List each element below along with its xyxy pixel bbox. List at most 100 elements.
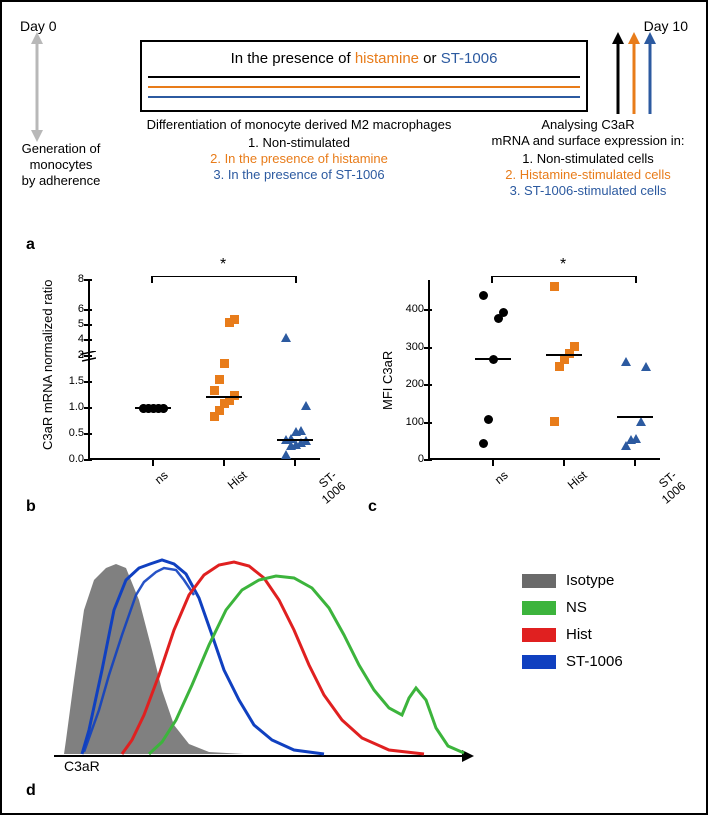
median-line [206, 396, 242, 398]
gen-2: monocytes [6, 156, 116, 174]
an-t1: Analysing C3aR [478, 116, 698, 134]
label-b: b [26, 498, 36, 516]
data-point [641, 362, 651, 371]
data-point [281, 333, 291, 342]
x-category-label: ns [152, 468, 171, 487]
x-tick [223, 460, 225, 466]
histogram-svg [44, 540, 484, 770]
x-category-label: ns [492, 468, 511, 487]
gen-3: by adherence [6, 172, 116, 190]
significance-star: * [560, 256, 566, 274]
figure-container: Day 0 Day 10 In the presence of histamin… [0, 0, 708, 815]
legend-label: Isotype [566, 572, 614, 589]
data-point [550, 282, 559, 291]
gray-arrow-icon [28, 32, 46, 142]
y-tick [84, 459, 92, 461]
data-point [215, 406, 224, 415]
timeline-line-orange [148, 86, 580, 88]
y-tick [84, 309, 92, 311]
legend-row: ST-1006 [522, 653, 623, 670]
legend-row: Hist [522, 626, 623, 643]
y-tick [424, 422, 432, 424]
an-2: 2. Histamine-stimulated cells [478, 166, 698, 184]
c-axis-y [428, 280, 430, 460]
legend-row: NS [522, 599, 623, 616]
significance-star: * [220, 256, 226, 274]
x-tick [563, 460, 565, 466]
data-point [210, 386, 219, 395]
y-tick-label: 3 [44, 349, 84, 361]
median-line [475, 358, 511, 360]
y-tick-label: 0.5 [44, 427, 84, 439]
diff-1: 1. Non-stimulated [140, 134, 458, 152]
x-category-label: ST-1006 [640, 468, 688, 515]
y-tick [84, 324, 92, 326]
median-line [617, 416, 653, 418]
label-a: a [26, 236, 35, 254]
legend-row: Isotype [522, 572, 623, 589]
data-point [550, 417, 559, 426]
y-tick-label: 300 [384, 341, 424, 353]
data-point [220, 359, 229, 368]
an-t2: mRNA and surface expression in: [478, 132, 698, 150]
y-tick-label: 200 [384, 378, 424, 390]
legend-swatch [522, 601, 556, 615]
data-point [479, 439, 488, 448]
legend-label: Hist [566, 626, 592, 643]
y-tick [84, 433, 92, 435]
label-c: c [368, 498, 377, 516]
data-point [484, 415, 493, 424]
significance-bracket [151, 276, 296, 277]
median-line [546, 354, 582, 356]
timeline-box: In the presence of histamine or ST-1006 [140, 40, 588, 112]
x-category-label: Hist [225, 468, 250, 492]
diff-3: 3. In the presence of ST-1006 [140, 166, 458, 184]
gen-1: Generation of [6, 140, 116, 158]
y-tick-label: 1.0 [44, 401, 84, 413]
bar-text-pre: In the presence of [231, 50, 355, 67]
bar-text-st: ST-1006 [441, 50, 498, 67]
y-tick [84, 381, 92, 383]
data-point [281, 450, 291, 459]
panel-d-legend: Isotype NS Hist ST-1006 [522, 562, 623, 680]
data-point [479, 291, 488, 300]
panel-c-plot: MFI C3aR 0100200300400nsHistST-1006* [380, 270, 670, 500]
data-point [499, 308, 508, 317]
axis-break-icon [82, 350, 96, 360]
legend-swatch [522, 655, 556, 669]
y-tick [84, 279, 92, 281]
data-point [621, 357, 631, 366]
panel-d-histogram: C3aR [44, 540, 484, 790]
panel-b-plot: C3aR mRNA normalized ratio 0.00.51.01.52… [40, 270, 330, 500]
y-tick-label: 0 [384, 453, 424, 465]
data-point [570, 342, 579, 351]
median-line [277, 439, 313, 441]
panel-a: Day 0 Day 10 In the presence of histamin… [20, 12, 688, 242]
y-tick [424, 384, 432, 386]
y-tick-label: 5 [44, 318, 84, 330]
legend-label: ST-1006 [566, 653, 623, 670]
x-category-label: ST-1006 [300, 468, 348, 515]
data-point [631, 434, 641, 443]
bar-text-hist: histamine [355, 50, 419, 67]
y-tick [424, 347, 432, 349]
c-axis-x [428, 458, 660, 460]
y-tick [424, 309, 432, 311]
significance-bracket [491, 276, 636, 277]
x-tick [294, 460, 296, 466]
y-tick-label: 100 [384, 416, 424, 428]
timeline-title: In the presence of histamine or ST-1006 [142, 50, 586, 67]
y-tick-label: 6 [44, 303, 84, 315]
right-arrows-icon [610, 30, 658, 116]
bar-text-or: or [419, 50, 441, 67]
data-point [230, 391, 239, 400]
y-tick [424, 459, 432, 461]
data-point [636, 417, 646, 426]
x-category-label: Hist [565, 468, 590, 492]
an-3: 3. ST-1006-stimulated cells [478, 182, 698, 200]
y-tick [84, 407, 92, 409]
an-1: 1. Non-stimulated cells [478, 150, 698, 168]
d-xlabel: C3aR [64, 758, 100, 774]
legend-swatch [522, 574, 556, 588]
diff-title: Differentiation of monocyte derived M2 m… [140, 116, 458, 134]
